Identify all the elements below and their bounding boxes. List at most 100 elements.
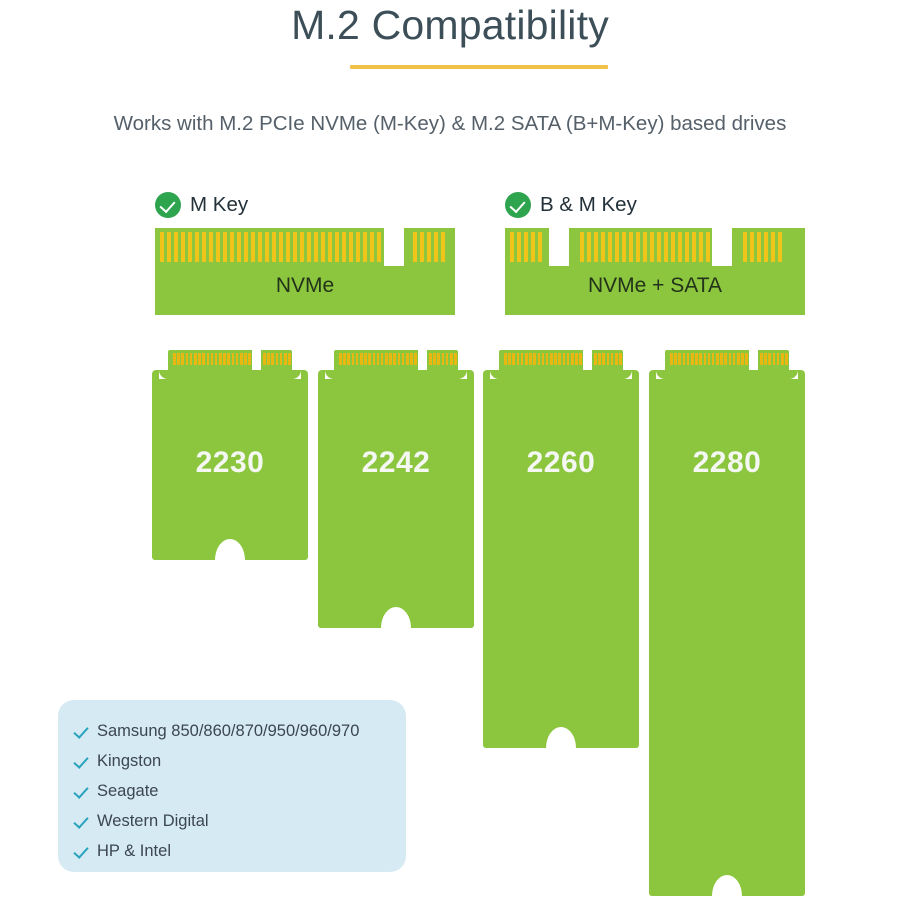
b-and-m-key-card-label: NVMe + SATA: [587, 274, 722, 297]
title-underline-rule: [350, 65, 608, 69]
drive-pin: [376, 353, 380, 365]
drive-pin: [711, 353, 715, 365]
connector-pin: [278, 232, 284, 262]
connector-pin: [698, 232, 704, 262]
drive-pin: [606, 353, 610, 365]
drive-pin: [177, 353, 180, 365]
drive-pin: [393, 353, 397, 365]
drive-pin: [267, 353, 270, 365]
connector-pin: [756, 232, 762, 262]
drive-pin: [339, 353, 342, 365]
drive-pin: [571, 353, 574, 365]
drive-pin: [193, 353, 197, 365]
drive-pin: [441, 353, 445, 365]
drive-pin: [516, 353, 520, 365]
drive-2280-shoulder-left: [656, 370, 665, 379]
drive-pin: [541, 353, 545, 365]
connector-pin: [215, 232, 221, 262]
connector-pin: [208, 232, 214, 262]
connector-pin: [763, 232, 769, 262]
drive-pin: [566, 353, 570, 365]
connector-pin: [580, 232, 585, 262]
m-key-pin-group-1: [160, 232, 381, 262]
connector-pin: [691, 232, 697, 262]
drive-pin: [244, 353, 247, 365]
drive-pin: [181, 353, 184, 365]
drive-2242-pcb: [318, 370, 474, 628]
connector-pin: [222, 232, 228, 262]
drive-2230-shoulder-left: [159, 370, 168, 379]
supported-brands-list: Samsung 850/860/870/950/960/970 Kingston S…: [72, 718, 359, 864]
m-key-pin-group-2: [413, 232, 446, 262]
drive-pin: [562, 353, 566, 365]
check-icon: [72, 813, 88, 829]
page-title: M.2 Compatibility: [291, 2, 609, 48]
connector-pin: [313, 232, 319, 262]
b-and-m-key-connector-card: NVMe + SATA: [505, 228, 805, 315]
page-subtitle: Works with M.2 PCIe NVMe (M-Key) & M.2 S…: [113, 112, 787, 135]
connector-pin: [600, 232, 606, 262]
brand-name: Kingston: [97, 751, 162, 770]
connector-pin: [362, 232, 367, 262]
connector-pin: [264, 232, 270, 262]
m-key-notch: [384, 228, 404, 266]
drive-2280-pin-group-1: [670, 353, 753, 365]
drive-pin: [504, 353, 507, 365]
drive-pin: [737, 353, 740, 365]
drive-pin: [389, 353, 392, 365]
drive-pin: [248, 353, 251, 365]
brand-name: Samsung 850/860/870/950/960/970: [97, 721, 360, 740]
drive-pin: [699, 353, 702, 365]
drive-pin: [558, 353, 562, 365]
check-circle-icon: [155, 192, 181, 218]
drive-module-2280: 2280: [649, 350, 805, 896]
brand-list-item: Seagate: [72, 778, 359, 804]
connector-pin: [306, 232, 312, 262]
connector-pin: [285, 232, 291, 262]
drive-pin: [703, 353, 707, 365]
connector-pin: [677, 232, 683, 262]
drive-pin: [554, 353, 557, 365]
drive-pin: [210, 353, 214, 365]
connector-pin: [523, 232, 529, 262]
connector-pin: [299, 232, 305, 262]
connector-pin: [341, 232, 346, 262]
drive-pin: [380, 353, 384, 365]
connector-pin: [355, 232, 360, 262]
drive-pin: [231, 353, 235, 365]
drive-2242-shoulder-right: [458, 370, 467, 379]
drive-pin: [716, 353, 719, 365]
drive-pin: [283, 353, 287, 365]
connector-pin: [433, 232, 439, 262]
drive-pin: [397, 353, 401, 365]
drive-pin: [359, 353, 363, 365]
brand-list-item: Western Digital: [72, 808, 359, 834]
drive-2230-mount-notch: [215, 539, 245, 560]
connector-pin: [684, 232, 690, 262]
m-key-card-label: NVMe: [275, 274, 335, 297]
drive-pin: [355, 353, 359, 365]
brand-list-item: Kingston: [72, 748, 359, 774]
drive-pin: [678, 353, 681, 365]
connector-pin: [369, 232, 374, 262]
drive-pin: [579, 353, 582, 365]
check-circle-icon: [505, 192, 531, 218]
connector-pin: [173, 232, 179, 262]
connector-pin: [413, 232, 418, 262]
drive-2280-keying-notch: [749, 350, 758, 372]
drive-module-2242: 2242: [318, 350, 474, 628]
connector-pin: [663, 232, 669, 262]
connector-pin: [229, 232, 235, 262]
connector-pin: [160, 232, 165, 262]
b-and-m-key-heading: B & M Key: [505, 192, 637, 218]
connector-pin: [607, 232, 613, 262]
b-and-m-key-pin-group-2: [580, 232, 732, 262]
b-and-m-key-heading-label: B & M Key: [540, 193, 637, 216]
connector-pin: [537, 232, 543, 262]
drive-pin: [288, 353, 291, 365]
drive-2260-pcb: [483, 370, 639, 748]
drive-pin: [385, 353, 388, 365]
drive-pin: [198, 353, 201, 365]
drive-pin: [433, 353, 436, 365]
drive-2260-pin-group-2: [594, 353, 622, 365]
